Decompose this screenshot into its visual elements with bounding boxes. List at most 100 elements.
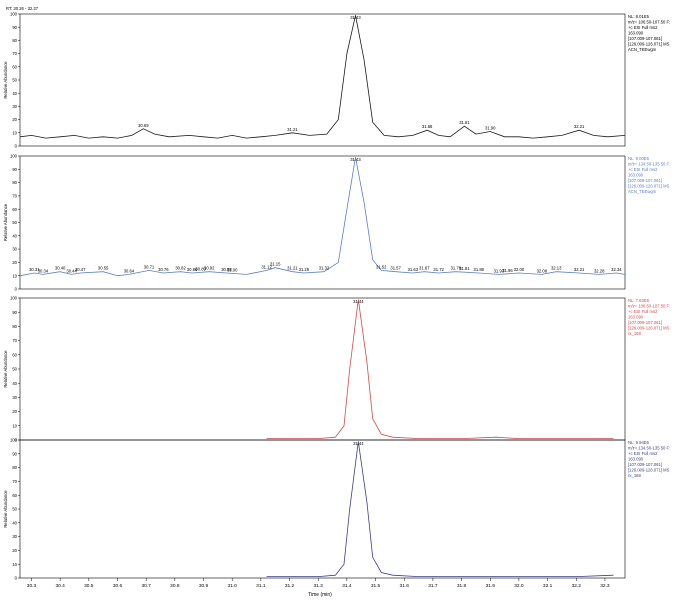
peak-label: 31.78 <box>451 266 462 271</box>
peak-label: 31.68 <box>422 124 433 129</box>
peak-label: 30.71 <box>144 264 155 269</box>
y-tick-label: 50 <box>12 507 17 512</box>
peak-label: 31.72 <box>433 267 444 272</box>
y-tick-label: 0 <box>15 287 18 292</box>
y-tick-label: 40 <box>12 91 17 96</box>
y-tick-label: 90 <box>12 25 17 30</box>
peak-label: 31.63 <box>408 267 419 272</box>
trace-line <box>266 299 614 440</box>
peak-label: 30.55 <box>98 266 109 271</box>
y-tick-label: 20 <box>12 117 17 122</box>
x-tick-label: 31.4 <box>342 583 352 589</box>
y-tick-label: 0 <box>15 438 18 443</box>
info-line: [126.009-126.071] MS <box>628 468 670 473</box>
peak-label: 31.90 <box>485 125 496 130</box>
info-line: 163.090 <box>628 31 644 36</box>
y-tick-label: 60 <box>12 352 17 357</box>
peak-label: 31.43 <box>350 157 361 162</box>
info-line: 163.090 <box>628 315 644 320</box>
y-tick-label: 40 <box>12 233 17 238</box>
info-line: NL: 6.94E6 <box>628 440 650 445</box>
info-line: 163.090 <box>628 457 644 462</box>
y-tick-label: 100 <box>10 296 18 301</box>
peak-label: 30.47 <box>75 267 86 272</box>
y-tick-label: 10 <box>12 562 17 567</box>
peak-label: 31.12 <box>261 264 272 269</box>
info-line: +c ESI Full ms2 <box>628 451 658 456</box>
x-tick-label: 30.5 <box>84 583 94 589</box>
info-line: [107.009-107.061] <box>628 462 662 467</box>
info-line: +c ESI Full ms2 <box>628 309 658 314</box>
y-tick-label: 60 <box>12 493 17 498</box>
peak-label: 31.52 <box>376 264 387 269</box>
info-line: [107.009-107.061] <box>628 320 662 325</box>
peak-label: 31.93 <box>494 268 505 273</box>
peak-label: 31.00 <box>227 267 238 272</box>
info-line: [107.009-107.061] <box>628 178 662 183</box>
info-line: [126.009-126.071] MS <box>628 326 670 331</box>
info-line: [126.009-126.071] MS <box>628 42 670 47</box>
peak-label: 31.15 <box>270 262 281 267</box>
y-tick-label: 70 <box>12 51 17 56</box>
info-line: rx_168 <box>628 331 641 336</box>
peak-label: 32.34 <box>611 267 622 272</box>
info-line: m/z= 106.50-107.50 F: <box>628 304 670 309</box>
y-tick-label: 30 <box>12 247 17 252</box>
x-tick-label: 31.5 <box>371 583 381 589</box>
y-tick-label: 80 <box>12 465 17 470</box>
x-tick-label: 30.9 <box>199 583 209 589</box>
peak-label: 31.81 <box>459 120 470 125</box>
y-axis-title: Relative Abundance <box>3 350 8 388</box>
y-tick-label: 100 <box>10 154 18 159</box>
x-tick-label: 30.3 <box>27 583 37 589</box>
chromatogram-panel-4: 0 10 20 30 40 50 60 70 80 90 100 Relative Abundance… <box>3 438 670 581</box>
trace-line <box>266 441 614 577</box>
y-tick-label: 10 <box>12 130 17 135</box>
y-tick-label: 70 <box>12 194 17 199</box>
peak-label: 32.08 <box>537 268 548 273</box>
peak-label: 32.28 <box>594 268 605 273</box>
x-tick-label: 31.0 <box>228 583 238 589</box>
peak-label: 31.21 <box>287 127 298 132</box>
peak-label: 31.44 <box>353 441 364 446</box>
y-tick-label: 90 <box>12 167 17 172</box>
y-tick-label: 30 <box>12 104 17 109</box>
peak-label: 31.57 <box>390 266 401 271</box>
x-axis-title: Time (min) <box>308 592 332 598</box>
y-tick-label: 80 <box>12 324 17 329</box>
x-tick-label: 31.7 <box>428 583 438 589</box>
x-tick-label: 31.6 <box>400 583 410 589</box>
info-line: 163.090 <box>628 173 644 178</box>
x-tick-label: 31.3 <box>314 583 324 589</box>
peak-label: 31.25 <box>299 267 310 272</box>
x-tick-label: 31.2 <box>285 583 295 589</box>
y-tick-label: 60 <box>12 64 17 69</box>
peak-label: 30.44 <box>66 268 77 273</box>
info-line: m/z= 106.50-107.50 F: <box>628 20 670 25</box>
y-tick-label: 40 <box>12 381 17 386</box>
info-line: ACN_TEEwgm <box>628 47 657 52</box>
y-tick-label: 10 <box>12 423 17 428</box>
y-tick-label: 70 <box>12 479 17 484</box>
x-tick-label: 30.6 <box>113 583 123 589</box>
chromatogram-panel-1: 0 10 20 30 40 50 60 70 80 90 100 Relative Abundance… <box>3 12 670 149</box>
x-tick-label: 30.7 <box>141 583 151 589</box>
y-tick-label: 20 <box>12 548 17 553</box>
y-tick-label: 50 <box>12 367 17 372</box>
x-tick-label: 32.1 <box>543 583 553 589</box>
y-axis-title: Relative Abundance <box>3 203 8 241</box>
x-tick-label: 30.8 <box>170 583 180 589</box>
y-axis-title: Relative Abundance <box>3 490 8 528</box>
info-line: NL: 8.01E5 <box>628 14 650 19</box>
peak-label: 30.89 <box>195 266 206 271</box>
x-tick-label: 31.8 <box>457 583 467 589</box>
peak-label: 31.43 <box>350 15 361 20</box>
peak-label: 32.13 <box>551 266 562 271</box>
peak-label: 32.21 <box>574 124 585 129</box>
y-tick-label: 20 <box>12 260 17 265</box>
y-tick-label: 90 <box>12 310 17 315</box>
peak-label: 30.82 <box>175 266 186 271</box>
y-tick-label: 70 <box>12 338 17 343</box>
y-tick-label: 20 <box>12 409 17 414</box>
